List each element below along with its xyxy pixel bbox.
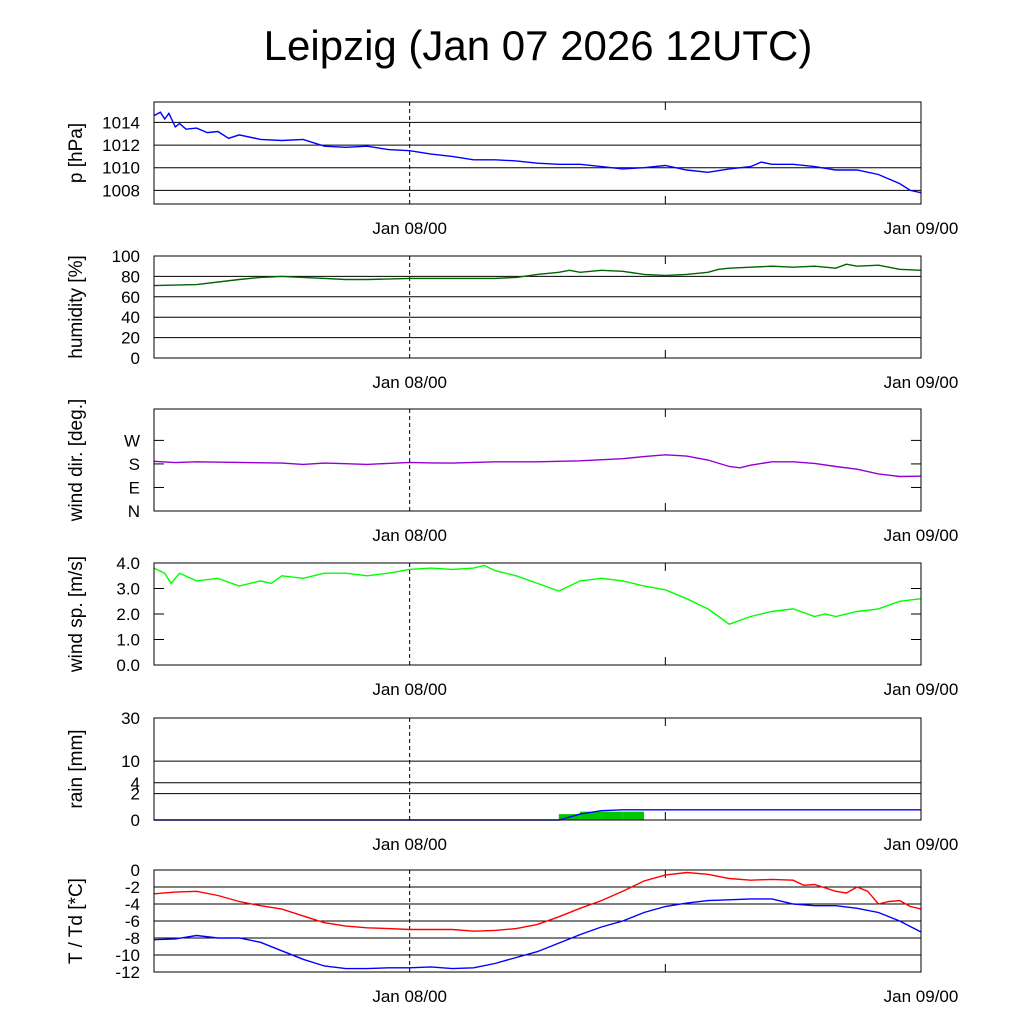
wind-direction-line (153, 454, 922, 478)
y-tick-label: 3.0 (116, 580, 140, 599)
y-tick-label: 20 (121, 329, 140, 348)
rain-bar (622, 811, 645, 820)
y-tick-label: W (124, 431, 140, 450)
plot-frame (153, 255, 922, 359)
y-axis-label: humidity [%] (66, 255, 87, 358)
panel-temperature: -12-10-8-6-4-20 Jan 08/00 Jan 09/00 T / Td … (66, 861, 958, 1006)
plot-frame (153, 562, 922, 666)
pressure-line (153, 111, 922, 194)
plot-frame (153, 101, 922, 205)
y-tick-label: 1.0 (116, 631, 140, 650)
x-tick-label: Jan 09/00 (884, 526, 959, 545)
x-tick-label: Jan 09/00 (884, 987, 959, 1006)
dewpoint-line (153, 898, 922, 970)
y-axis-label: p [hPa] (66, 123, 87, 183)
y-axis-label: wind sp. [m/s] (66, 556, 87, 673)
chart-title: Leipzig (Jan 07 2026 12UTC) (263, 22, 813, 69)
panel-pressure: 1008 1010 1012 1014 Jan 08/00 Jan 09/00 p [hPa… (66, 101, 959, 238)
temperature-line (153, 871, 922, 932)
x-tick-label: Jan 08/00 (372, 680, 447, 699)
plot-frame (153, 408, 922, 512)
plot-frame (153, 717, 922, 821)
y-axis-label: rain [mm] (66, 729, 87, 808)
y-tick-label: 4 (131, 774, 140, 793)
panel-wind-speed: 0.0 1.0 2.0 3.0 4.0 Jan 08/00 Jan 09/00 wind sp… (66, 554, 958, 699)
y-axis-label: T / Td [*C] (66, 878, 87, 964)
y-tick-label: 1008 (102, 181, 140, 200)
y-tick-label: -12 (115, 963, 140, 982)
y-tick-label: -6 (125, 912, 140, 931)
x-tick-label: Jan 08/00 (372, 219, 447, 238)
y-tick-label: 0 (131, 349, 140, 368)
y-tick-label: 2 (131, 785, 140, 804)
x-tick-label: Jan 09/00 (884, 680, 959, 699)
y-tick-label: 40 (121, 308, 140, 327)
x-tick-label: Jan 09/00 (884, 835, 959, 854)
y-tick-label: 0.0 (116, 656, 140, 675)
y-tick-label: 2.0 (116, 605, 140, 624)
y-tick-label: 0 (131, 811, 140, 830)
y-tick-label: 30 (121, 709, 140, 728)
y-tick-label: 0 (131, 861, 140, 880)
y-axis-label: wind dir. [deg.] (66, 399, 87, 523)
x-tick-label: Jan 08/00 (372, 835, 447, 854)
x-tick-label: Jan 08/00 (372, 373, 447, 392)
plot-frame (153, 869, 922, 973)
y-tick-label: 1014 (102, 113, 140, 132)
x-tick-label: Jan 09/00 (884, 373, 959, 392)
y-tick-label: 4.0 (116, 554, 140, 573)
panel-rain: 0 24 10 30 Jan 08/00 Jan 09/00 rain [mm] (66, 709, 958, 854)
y-tick-label: 1012 (102, 136, 140, 155)
y-tick-label: 1010 (102, 159, 140, 178)
y-tick-label: -10 (115, 946, 140, 965)
rain-bar (601, 811, 623, 820)
y-tick-label: -8 (125, 929, 140, 948)
y-tick-label: -4 (125, 895, 140, 914)
x-tick-label: Jan 08/00 (372, 526, 447, 545)
y-tick-label: 80 (121, 267, 140, 286)
y-tick-label: -2 (125, 878, 140, 897)
rain-bar (580, 811, 602, 820)
y-tick-label: N (128, 502, 140, 521)
x-tick-label: Jan 08/00 (372, 987, 447, 1006)
y-tick-label: 60 (121, 288, 140, 307)
x-tick-label: Jan 09/00 (884, 219, 959, 238)
rain-accumulated-line (154, 809, 921, 821)
y-tick-label: E (129, 478, 140, 497)
y-tick-label: 10 (121, 752, 140, 771)
y-tick-label: 100 (112, 247, 140, 266)
wind-speed-line (153, 564, 922, 625)
y-tick-label: S (129, 455, 140, 474)
humidity-line (153, 263, 922, 287)
